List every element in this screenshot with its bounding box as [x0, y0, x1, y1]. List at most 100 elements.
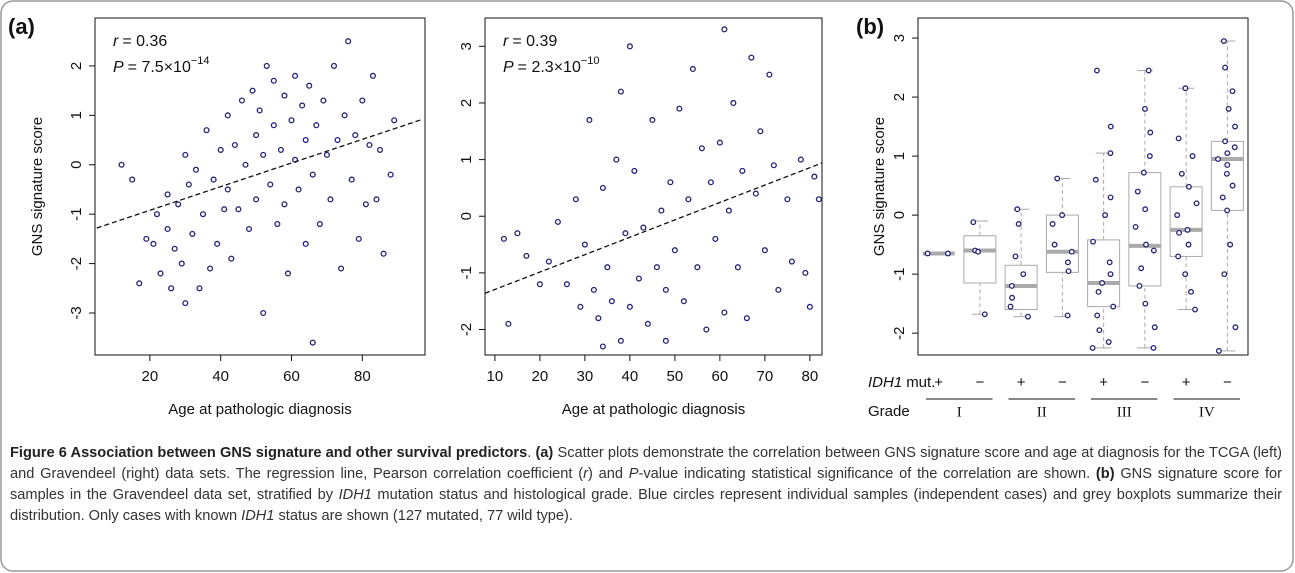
point — [192, 166, 199, 173]
point — [1051, 241, 1058, 248]
point — [1064, 312, 1071, 319]
x-tick-label: 50 — [667, 368, 684, 385]
point — [500, 235, 507, 242]
point — [806, 303, 813, 310]
point — [1059, 212, 1066, 219]
point — [1151, 324, 1158, 331]
text-part: −14 — [191, 55, 210, 67]
point — [323, 151, 330, 158]
point — [1184, 226, 1191, 233]
point — [1138, 265, 1145, 272]
point — [1147, 129, 1154, 136]
caption-part: Scatter plots demonstrate the correlatio… — [10, 445, 1283, 482]
point — [590, 286, 597, 293]
point — [210, 176, 217, 183]
point — [387, 171, 394, 178]
point — [707, 179, 714, 186]
point — [316, 221, 323, 228]
point — [1143, 241, 1149, 248]
caption-part: GNS signature score for samples in the G… — [10, 466, 1282, 503]
point — [292, 72, 299, 79]
point — [1142, 105, 1148, 112]
point — [734, 264, 741, 271]
regression-line — [96, 118, 423, 229]
point — [178, 260, 185, 267]
x-axis-label: Age at pathologic diagnosis — [562, 401, 745, 418]
point — [680, 298, 687, 305]
y-tick-label: 1 — [891, 152, 908, 160]
point — [635, 275, 642, 282]
point — [1093, 67, 1100, 74]
point — [766, 71, 773, 78]
point — [1229, 88, 1236, 95]
y-tick-label: 2 — [891, 93, 908, 101]
point — [613, 156, 620, 163]
point — [1008, 282, 1015, 289]
point — [1222, 64, 1229, 71]
point — [685, 196, 692, 203]
point — [189, 230, 196, 237]
point — [376, 146, 384, 153]
x-tick-label: 80 — [802, 368, 819, 385]
point — [1090, 238, 1096, 245]
y-tick-label: 3 — [891, 34, 908, 42]
point — [309, 339, 316, 346]
point — [1107, 194, 1114, 201]
grade-label: III — [1117, 404, 1132, 420]
point — [1096, 327, 1103, 334]
point — [761, 247, 768, 254]
point — [1232, 123, 1238, 130]
point — [617, 88, 624, 95]
box — [1087, 239, 1121, 308]
grade-label: II — [1037, 404, 1047, 420]
point — [1015, 221, 1022, 227]
x-tick-label: 80 — [354, 368, 371, 385]
mutation-status: + — [934, 374, 943, 391]
point — [338, 265, 345, 272]
point — [1222, 138, 1229, 145]
text-part: P — [113, 59, 124, 76]
point — [1231, 144, 1238, 151]
x-tick-label: 60 — [283, 368, 300, 385]
point — [253, 196, 260, 203]
point — [253, 132, 260, 139]
point — [164, 191, 171, 198]
point — [775, 286, 782, 293]
point — [281, 92, 288, 99]
point — [380, 250, 387, 257]
point — [797, 156, 804, 163]
regression-line — [484, 162, 823, 294]
point — [352, 132, 359, 139]
text-part: −10 — [581, 55, 600, 67]
point — [970, 219, 977, 226]
point — [617, 337, 624, 344]
point — [369, 72, 377, 79]
x-tick-label: 40 — [212, 368, 229, 385]
y-tick-label: 2 — [68, 62, 85, 70]
mutation-status: + — [1099, 374, 1108, 391]
point — [536, 281, 543, 288]
mutation-status: + — [1017, 374, 1026, 391]
point — [1007, 303, 1014, 310]
point — [334, 137, 341, 144]
y-tick-label: 1 — [68, 111, 85, 119]
point — [1193, 200, 1200, 207]
point — [1189, 153, 1196, 160]
box — [963, 235, 997, 284]
point — [721, 26, 728, 33]
point — [748, 54, 755, 61]
point — [662, 337, 669, 344]
point — [306, 82, 313, 89]
point — [249, 87, 256, 94]
y-tick-label: -2 — [68, 257, 85, 270]
point — [653, 264, 660, 271]
point — [153, 211, 161, 218]
point — [505, 320, 512, 327]
point — [245, 225, 253, 233]
point — [1182, 85, 1189, 92]
point — [716, 139, 723, 146]
caption-part: IDH1 — [338, 487, 372, 503]
mutation-status: − — [1223, 374, 1232, 391]
